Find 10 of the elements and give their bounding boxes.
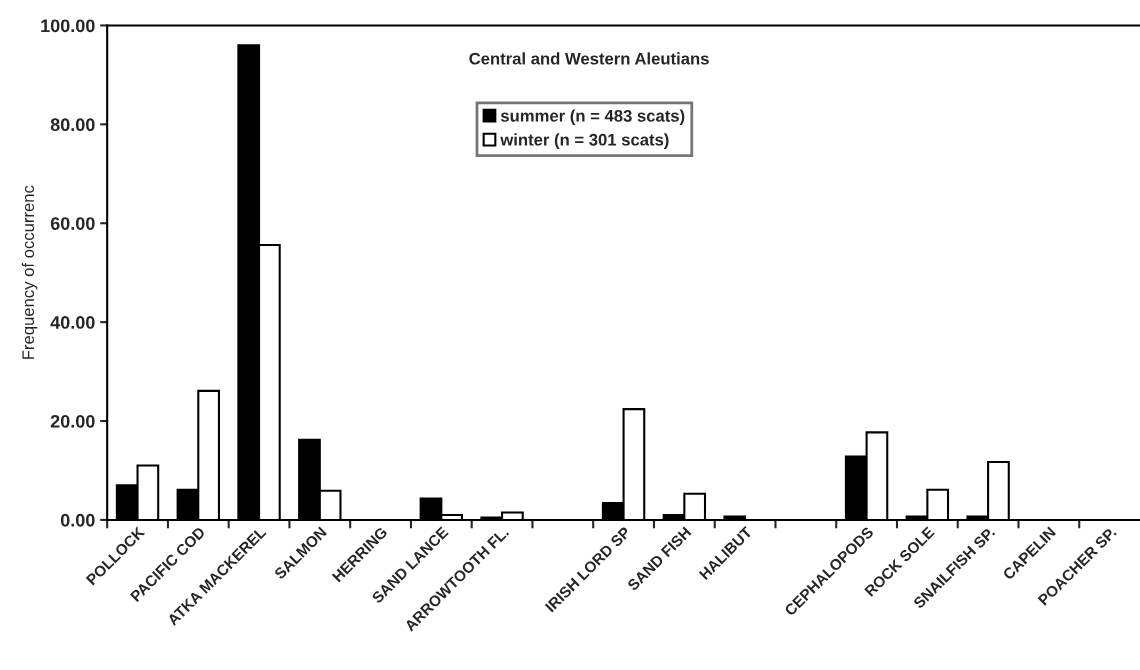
text: Central and Western Aleutians [469, 52, 709, 65]
legend-label: summer (n = 483 scats) [500, 109, 685, 126]
y-tick-label: 80.00 [50, 118, 95, 132]
y-axis-title: Frequency of occurrenc [21, 185, 38, 359]
y-tick-label: 40.00 [50, 316, 95, 329]
y-tick-label: 60.00 [50, 217, 95, 230]
legend-label: winter (n = 301 scats) [500, 133, 669, 149]
y-tick-label: 20.00 [50, 414, 95, 428]
y-tick-label: 0.00 [60, 513, 95, 527]
y-tick-label: 100.00 [41, 19, 95, 33]
